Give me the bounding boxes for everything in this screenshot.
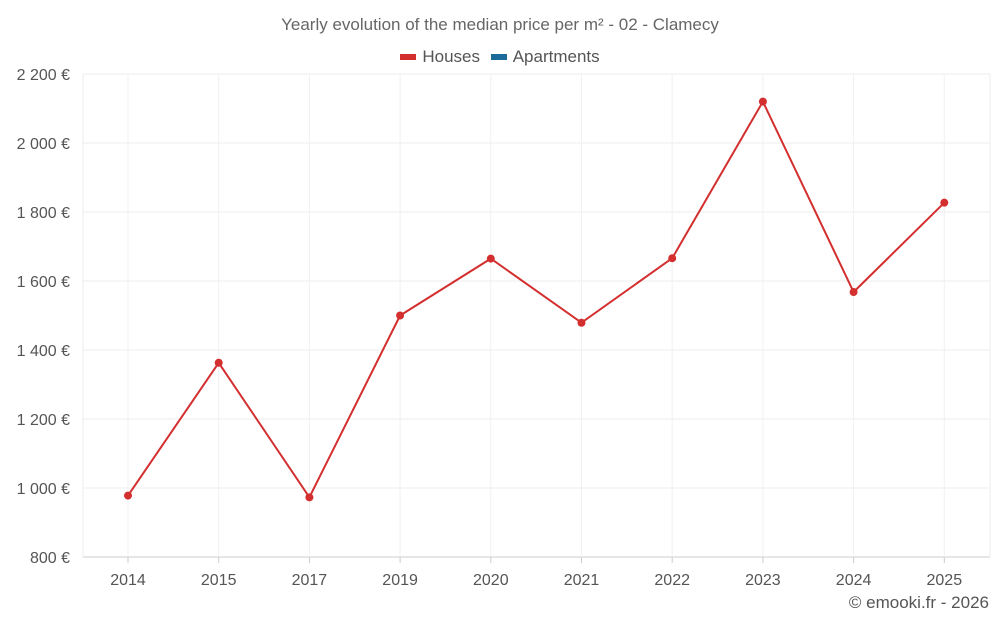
legend-label-apartments: Apartments [512,47,600,66]
legend-item-apartments[interactable]: Apartments [490,47,600,67]
x-tick-label: 2019 [382,572,418,589]
axis-layer: 800 € 1 000 € 1 200 € 1 400 € 1 600 € 1 800 €… [17,67,963,589]
x-tick-label: 2024 [836,572,872,589]
x-tick-label: 2015 [201,572,237,589]
chart-title: Yearly evolution of the median price per… [281,15,719,34]
x-tick-label: 2014 [110,572,146,589]
x-tick-label: 2020 [473,572,509,589]
x-tick-label: 2017 [292,572,328,589]
series-layer [124,97,949,502]
data-point-houses [486,254,495,263]
y-tick-label: 1 200 € [17,412,70,429]
data-point-houses [577,318,586,327]
data-point-houses [214,358,223,367]
legend-swatch-houses [400,54,417,60]
series-line-houses [127,99,946,500]
y-tick-label: 1 600 € [17,274,70,291]
data-point-houses [940,198,949,207]
legend-item-houses[interactable]: Houses [400,47,480,67]
legend-swatch-apartments [490,54,507,60]
grid-layer [82,73,991,558]
y-tick-label: 2 200 € [17,67,70,84]
data-point-houses [758,97,767,106]
y-tick-label: 2 000 € [17,136,70,153]
data-point-houses [849,288,858,297]
y-tick-label: 1 400 € [17,343,70,360]
x-tick-label: 2021 [564,572,600,589]
data-point-houses [305,493,314,502]
data-point-houses [396,311,405,320]
legend: Houses Apartments [0,45,1000,67]
credit-text: © emooki.fr - 2026 [848,593,989,612]
x-tick-label: 2025 [927,572,963,589]
y-tick-label: 1 800 € [17,205,70,222]
data-point-houses [668,254,677,263]
x-tick-label: 2023 [745,572,781,589]
legend-label-houses: Houses [422,47,480,66]
y-tick-label: 800 € [30,550,70,567]
y-tick-label: 1 000 € [17,481,70,498]
x-tick-label: 2022 [654,572,690,589]
data-point-houses [124,491,132,500]
